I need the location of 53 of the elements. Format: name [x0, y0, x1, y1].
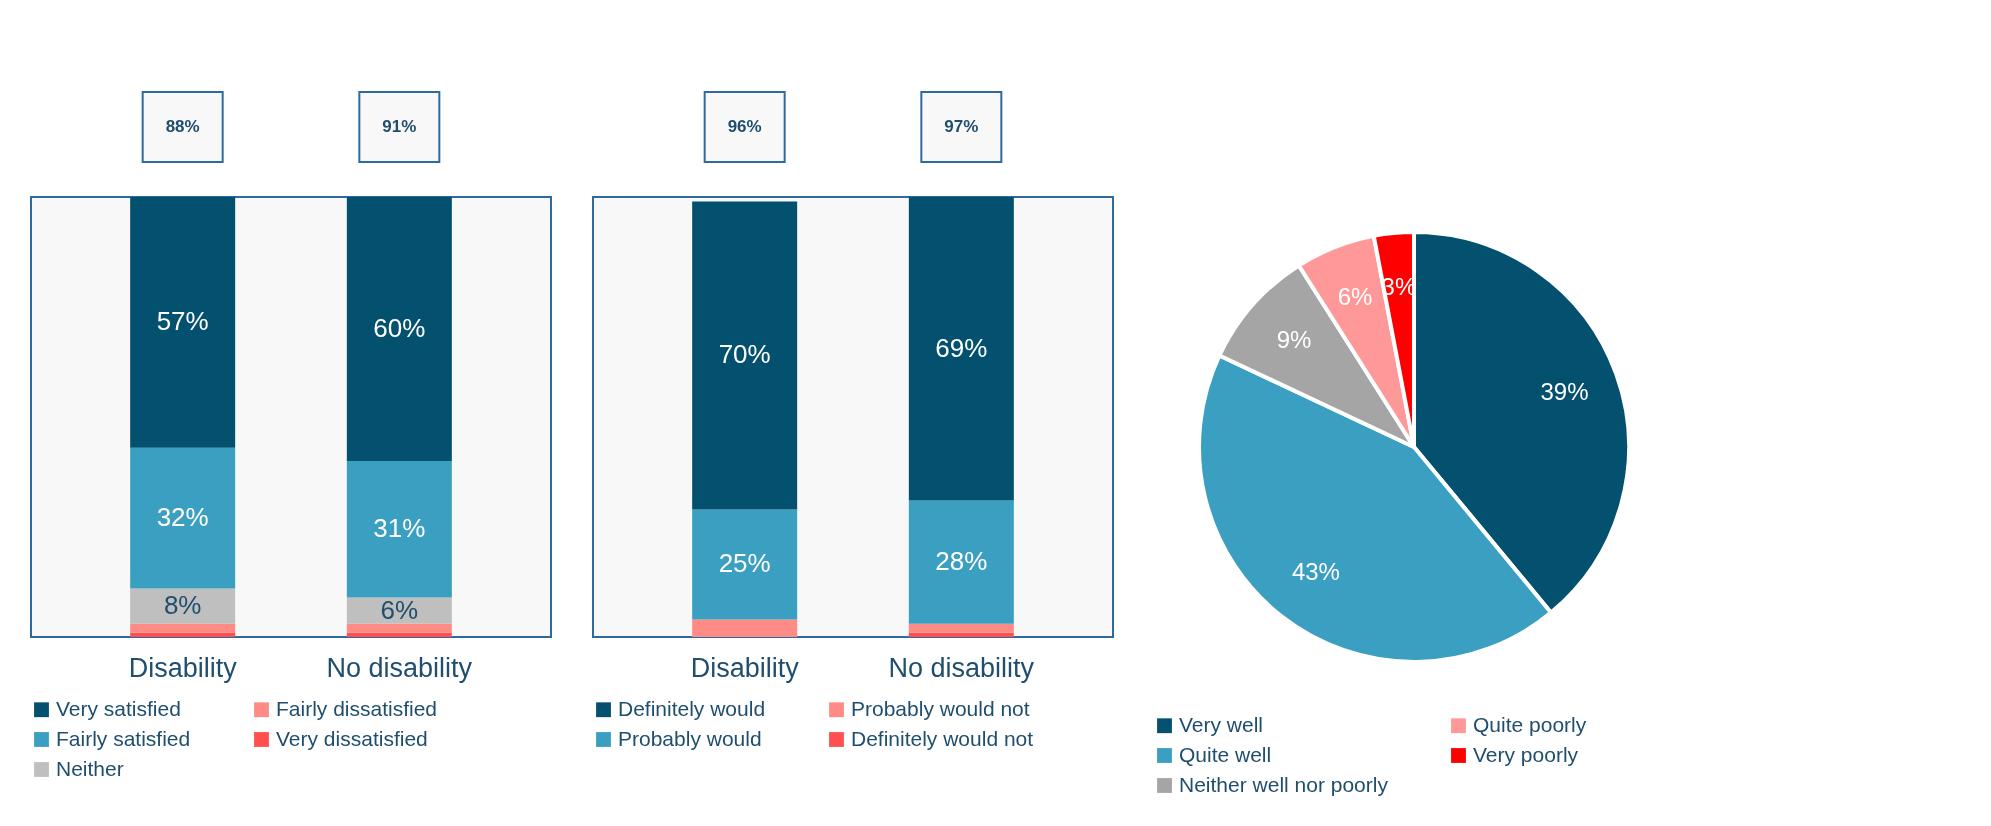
data-label: 39% [1540, 377, 1589, 405]
bar [346, 632, 452, 637]
bar [130, 623, 236, 633]
text: 91% [382, 117, 417, 136]
bar [130, 197, 236, 448]
data-label: 60% [373, 313, 426, 343]
x-tick-label: No disability [326, 652, 473, 683]
data-label: 8% [163, 590, 202, 621]
x-tick-label: Disability [690, 652, 800, 683]
legend-label: Probably would [618, 726, 762, 750]
legend-label: Very satisfied [56, 696, 181, 720]
bar [908, 197, 1014, 501]
data-label: 6% [1337, 283, 1373, 311]
text: 96% [727, 117, 762, 136]
bar [692, 201, 798, 510]
bar [346, 197, 452, 461]
data-label: 9% [1276, 326, 1312, 354]
legend-label: Very dissatisfied [276, 726, 428, 750]
legend-label: Quite poorly [1473, 712, 1587, 736]
bar [692, 619, 798, 637]
bar [346, 461, 452, 598]
legend-label: Definitely would [618, 696, 766, 720]
legend-label: Fairly satisfied [56, 726, 191, 750]
bar [130, 588, 236, 624]
legend-label: Very poorly [1473, 742, 1579, 766]
data-label: 32% [156, 502, 209, 533]
data-label: 70% [718, 339, 771, 370]
text: 97% [944, 117, 979, 136]
bar [130, 447, 236, 589]
legend-label: Neither [56, 756, 124, 780]
data-label: 25% [718, 548, 771, 579]
legend-label: Very well [1179, 712, 1264, 736]
legend-label: Probably would not [851, 696, 1030, 720]
data-label: 31% [373, 513, 426, 544]
bar [346, 623, 452, 633]
bar [692, 509, 798, 620]
bar [346, 597, 452, 624]
data-label: 57% [156, 306, 209, 337]
legend-label: Fairly dissatisfied [276, 696, 438, 720]
legend-label: Quite well [1179, 742, 1272, 766]
bar [908, 500, 1014, 624]
text: 88% [165, 117, 200, 136]
bar [130, 632, 236, 637]
data-label: 6% [380, 594, 419, 625]
x-tick-label: Disability [128, 652, 238, 683]
legend-label: Neither well nor poorly [1179, 772, 1389, 796]
legend-label: Definitely would not [851, 726, 1034, 750]
data-label: 69% [935, 332, 988, 363]
data-label: 28% [935, 546, 988, 577]
bar [908, 623, 1014, 633]
bar [908, 632, 1014, 637]
data-label: 43% [1291, 558, 1340, 586]
x-tick-label: No disability [888, 652, 1035, 683]
